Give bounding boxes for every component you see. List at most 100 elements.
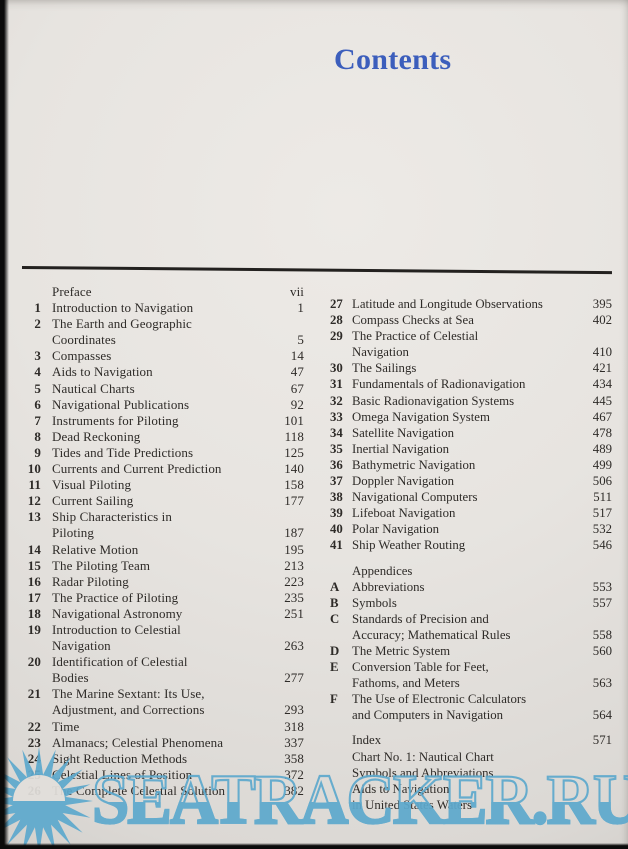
page-number: 92: [290, 396, 304, 412]
page-number: 499: [592, 457, 612, 472]
page-number: 195: [284, 541, 304, 557]
toc-entry: 37 Doppler Navigation 506: [330, 473, 612, 489]
chapter-number: 26: [27, 782, 41, 798]
chapter-number: 15: [27, 557, 41, 573]
chapter-number: E: [330, 660, 339, 675]
chapter-number: 18: [27, 605, 41, 621]
toc-entry: Preface vii: [24, 284, 304, 300]
toc-entry: 38 Navigational Computers 511: [330, 489, 612, 505]
toc-entry: 15 The Piloting Team 213: [24, 558, 304, 574]
chapter-number: 35: [330, 441, 343, 456]
toc-entry: 41 Ship Weather Routing 546: [330, 537, 612, 553]
scan-edge-left: [0, 0, 9, 849]
chapter-title: The Complete Celestial Solution: [52, 782, 226, 798]
toc-entry: 14 Relative Motion 195: [24, 542, 304, 558]
chapter-number: C: [330, 611, 340, 626]
chapter-number: B: [330, 595, 339, 610]
page-number: 251: [284, 605, 304, 621]
chapter-title: Introduction to Navigation: [52, 300, 194, 316]
page-number: 372: [284, 766, 304, 782]
chapter-number: 6: [34, 396, 41, 412]
toc-entry: 8 Dead Reckoning 118: [24, 429, 304, 445]
page-number: 421: [592, 361, 612, 376]
chapter-number: 20: [27, 654, 41, 670]
toc-entry: 39 Lifeboat Navigation 517: [330, 505, 612, 521]
toc-entry: 33 Omega Navigation System 467: [330, 409, 612, 425]
toc-entry: 16 Radar Piloting 223: [24, 574, 304, 590]
page-number: 395: [592, 297, 612, 311]
toc-entry: 1 Introduction to Navigation 1: [24, 300, 304, 316]
toc-entry: 27 Latitude and Longitude Observations 395: [330, 296, 612, 312]
toc-entry: 36 Bathymetric Navigation 499: [330, 457, 612, 473]
chapter-number: 8: [34, 428, 41, 444]
chapter-title: Time: [52, 718, 80, 734]
page-number: 263: [284, 638, 304, 654]
scan-edge-bottom: [0, 843, 628, 849]
page-number: 546: [592, 538, 612, 553]
chapter-number: 38: [330, 490, 343, 505]
chapter-number: 14: [27, 541, 41, 557]
page-number: 478: [592, 425, 612, 440]
page-number: 358: [284, 750, 304, 766]
chapter-number: 22: [27, 718, 41, 734]
chapter-title: Inertial Navigation: [352, 441, 450, 456]
toc-entry: 13 Ship Characteristics in Piloting 187: [24, 509, 304, 541]
page-number: 558: [592, 627, 612, 642]
chapter-number: 19: [27, 621, 41, 637]
chapter-title: Latitude and Longitude Observations: [352, 297, 543, 311]
chapter-number: 36: [330, 457, 343, 472]
page-number: 563: [592, 676, 612, 691]
chapter-title: Ship Characteristics in Piloting: [52, 509, 172, 541]
chapter-number: 2: [34, 316, 41, 332]
toc-entry: B Symbols 557: [330, 595, 612, 611]
chapter-title: Navigational Computers: [352, 490, 478, 505]
page-number: 467: [592, 409, 612, 424]
toc-entry: 28 Compass Checks at Sea 402: [330, 312, 612, 328]
toc-entry: C Standards of Precision and Accuracy; Ma…: [330, 611, 612, 643]
toc-entry: 9 Tides and Tide Predictions 125: [24, 445, 304, 461]
chapter-number: 33: [330, 409, 343, 424]
toc-entry: 35 Inertial Navigation 489: [330, 441, 612, 457]
toc-entry: 31 Fundamentals of Radionavigation 434: [330, 376, 612, 392]
chapter-number: 11: [28, 477, 41, 493]
page-number: 213: [284, 557, 304, 573]
chapter-title: Tides and Tide Predictions: [52, 444, 194, 460]
toc-entry: 20 Identification of Celestial Bodies 277: [24, 654, 304, 686]
page-number: 293: [284, 702, 304, 718]
chapter-title: Visual Piloting: [52, 477, 132, 493]
chapter-title: Navigational Astronomy: [52, 605, 183, 621]
toc-entry: 18 Navigational Astronomy 251: [24, 606, 304, 622]
toc-entry: 34 Satellite Navigation 478: [330, 425, 612, 441]
page-number: 571: [592, 733, 612, 748]
chapter-title: Satellite Navigation: [352, 425, 454, 440]
page-number: 434: [592, 377, 612, 392]
chapter-number: 7: [34, 412, 41, 428]
page-number: 506: [592, 474, 612, 489]
chapter-title: Omega Navigation System: [352, 409, 490, 424]
toc-entry: 19 Introduction to Celestial Navigation 26…: [24, 622, 304, 654]
chapter-number: 4: [34, 364, 41, 380]
page-number: 140: [284, 461, 304, 477]
divider-rule: [21, 266, 612, 274]
page-number: 277: [284, 670, 304, 686]
toc-entry: 21 The Marine Sextant: Its Use, Adjustmen…: [24, 686, 304, 718]
toc-entry: 2 The Earth and Geographic Coordinates 5: [24, 316, 304, 348]
chapter-number: 13: [27, 509, 41, 525]
page-number: 445: [592, 393, 612, 408]
chapter-number: F: [330, 692, 338, 707]
page-number: 532: [592, 522, 612, 537]
page-number: 235: [284, 589, 304, 605]
toc-entry: 12 Current Sailing 177: [24, 493, 304, 509]
chapter-number: 12: [27, 493, 41, 509]
chapter-title: The Sailings: [352, 361, 417, 376]
toc-entry: E Conversion Table for Feet, Fathoms, and…: [330, 659, 612, 691]
chapter-number: 32: [330, 393, 343, 408]
page-number: 318: [284, 718, 304, 734]
chapter-number: 29: [330, 329, 343, 344]
chapter-title: Identification of Celestial Bodies: [52, 654, 188, 686]
page-number: 511: [593, 490, 612, 505]
chapter-title: Polar Navigation: [352, 522, 440, 537]
chapter-number: D: [330, 643, 340, 658]
toc-entry: F The Use of Electronic Calculators and C…: [330, 691, 612, 723]
